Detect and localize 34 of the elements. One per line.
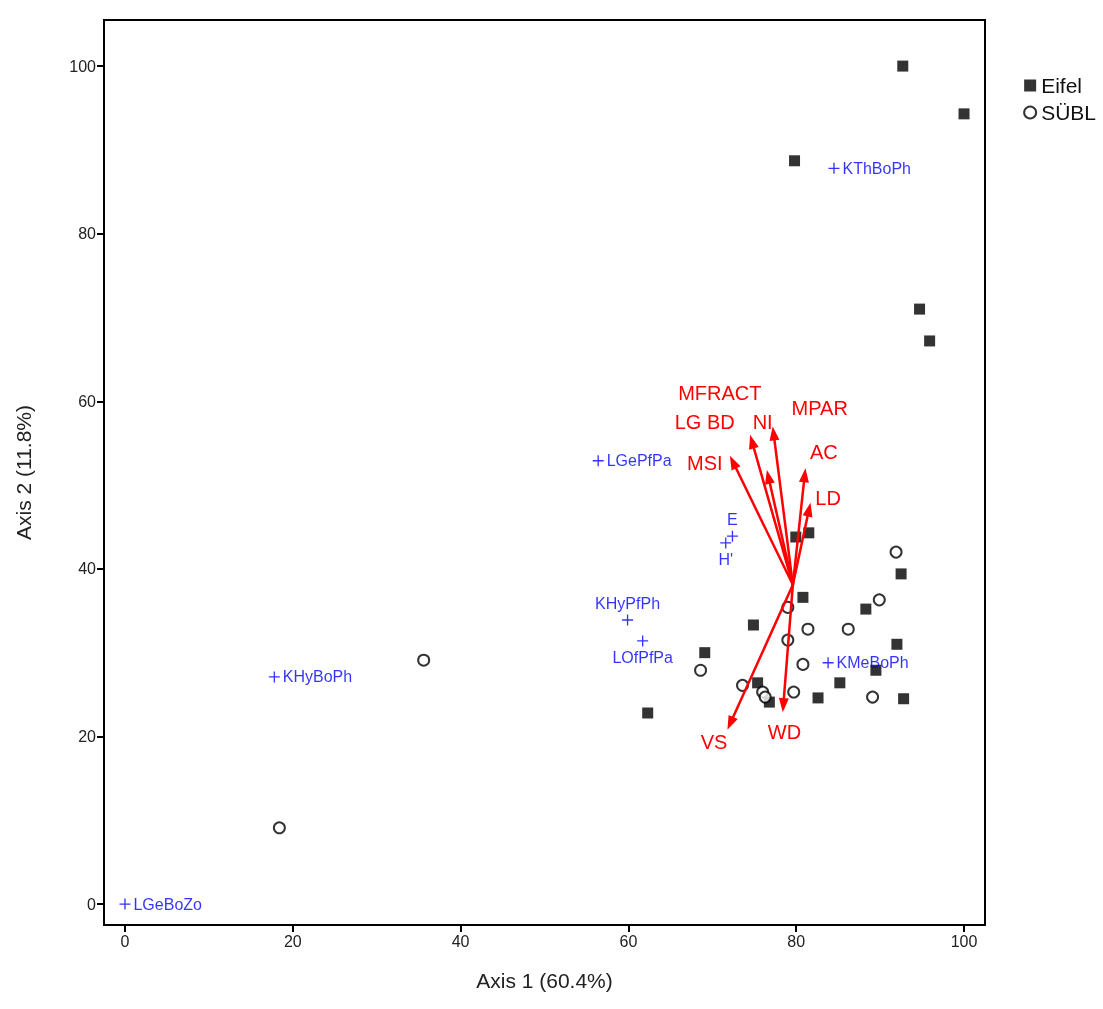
annotation: MSI (686, 452, 723, 475)
x-tick-label: 60 (619, 932, 638, 950)
x-axis-title: Axis 1 (60.4%) (476, 969, 613, 992)
annotation: WD (767, 721, 802, 744)
y-tick-label: 40 (78, 560, 97, 578)
series-label: LOfPfPa (612, 648, 673, 666)
annotation: VS (700, 731, 728, 754)
x-tick-label: 100 (950, 932, 978, 950)
series-label: KHyBoPh (282, 668, 353, 686)
annotation: LG BD (674, 411, 735, 434)
x-tick-label: 40 (451, 932, 470, 950)
series-label: LGeBoZo (133, 895, 203, 913)
x-tick-label: 80 (787, 932, 806, 950)
x-tick-label: 20 (283, 932, 302, 950)
annotation: MPAR (791, 396, 848, 419)
annotation: MFRACT (678, 381, 762, 404)
y-tick-label: 60 (78, 392, 97, 410)
y-tick-label: 100 (69, 57, 97, 75)
series-label: H' (718, 550, 734, 568)
series-label: KHyPfPh (595, 594, 661, 612)
y-tick-label: 20 (78, 727, 97, 745)
series-label: LGePfPa (606, 452, 672, 470)
annotation: NI (752, 411, 773, 434)
annotation: LD (815, 487, 841, 510)
y-tick-label: 80 (78, 225, 97, 243)
legend-label: Eifel (1041, 74, 1082, 97)
annotation: AC (810, 441, 838, 464)
series-label: KMeBoPh (836, 654, 909, 672)
x-tick-label: 0 (120, 932, 130, 950)
legend-label: SÜBL (1041, 101, 1096, 124)
y-tick-label: 0 (87, 895, 97, 913)
y-axis-title: Axis 2 (11.8%) (12, 405, 35, 540)
series-label: E (727, 511, 738, 529)
series-label: KThBoPh (842, 159, 911, 177)
